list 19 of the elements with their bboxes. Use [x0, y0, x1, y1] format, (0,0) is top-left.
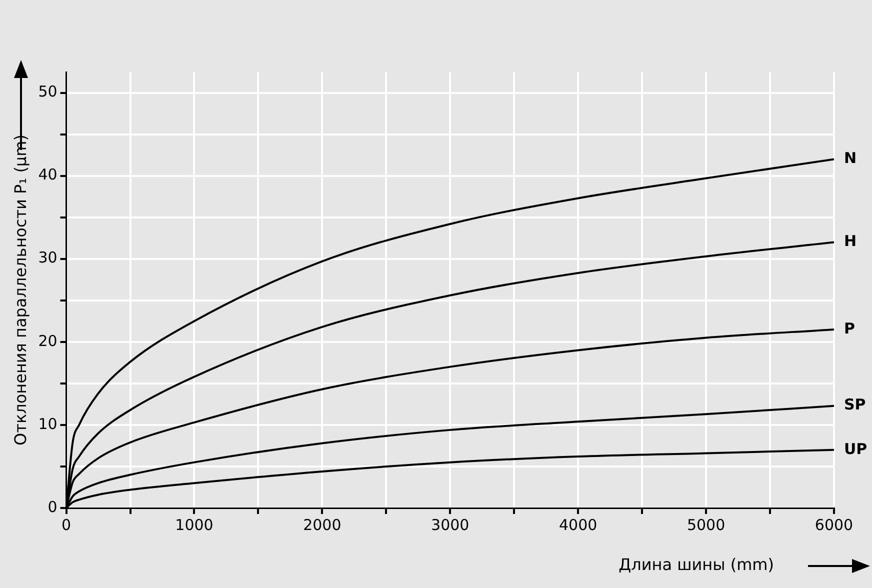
x-tick-label: 3000	[431, 516, 470, 534]
y-tick-label: 40	[38, 166, 58, 184]
series-label: P	[844, 319, 855, 338]
y-tick-label: 30	[38, 248, 58, 267]
series-label: UP	[844, 440, 868, 458]
series-label: SP	[844, 396, 866, 414]
series-label: N	[844, 149, 857, 168]
y-tick-label: 0	[48, 498, 58, 516]
x-tick-label: 1000	[175, 516, 214, 534]
x-axis-title: Длина шины (mm)	[618, 555, 774, 574]
x-tick-label: 0	[62, 516, 72, 534]
x-tick-label: 6000	[814, 516, 854, 534]
y-tick-label: 50	[38, 82, 58, 101]
y-tick-label: 20	[38, 332, 58, 350]
series-label: H	[844, 232, 857, 250]
y-tick-label: 10	[38, 414, 58, 433]
x-tick-label: 2000	[303, 516, 342, 534]
x-tick-label: 4000	[559, 516, 598, 534]
x-tick-label: 5000	[686, 516, 726, 534]
